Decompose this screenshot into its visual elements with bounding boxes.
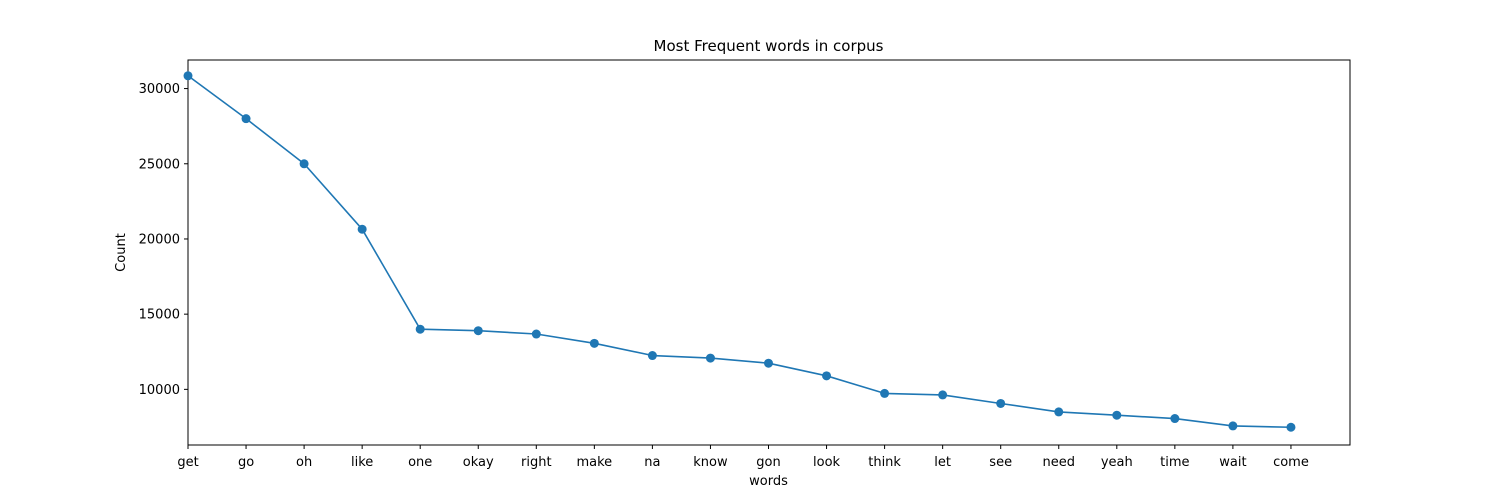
y-tick-label: 25000 [139, 157, 180, 172]
y-tick-label: 10000 [139, 383, 180, 398]
x-axis: get go oh like one okay right make na know gon look… [177, 445, 1309, 470]
data-point [415, 324, 425, 334]
x-axis-label: words [749, 474, 788, 489]
x-tick-label: know [693, 455, 728, 470]
y-tick-label: 15000 [139, 308, 180, 323]
series-line [187, 75, 1291, 429]
data-point [880, 388, 890, 398]
plot-area [187, 59, 1351, 446]
x-tick-label: see [989, 455, 1012, 470]
data-point [589, 338, 599, 348]
x-tick-label: right [521, 455, 552, 470]
y-axis: 10000 15000 20000 25000 30000 [139, 82, 188, 398]
data-point [531, 329, 541, 339]
chart-title: Most Frequent words in corpus [654, 37, 884, 55]
x-tick-label: go [238, 455, 254, 470]
data-point [822, 371, 832, 381]
data-point [764, 358, 773, 368]
x-tick-label: think [868, 455, 901, 470]
x-tick-label: oh [296, 455, 312, 470]
data-point [996, 398, 1006, 408]
data-point [1054, 407, 1064, 417]
x-tick-label: need [1043, 455, 1076, 470]
y-tick-label: 30000 [139, 82, 180, 97]
data-point [647, 351, 657, 361]
data-point [705, 353, 715, 363]
x-tick-label: like [351, 455, 373, 470]
data-point [183, 71, 193, 81]
x-tick-label: come [1273, 455, 1309, 470]
data-point [473, 326, 483, 336]
x-tick-label: time [1160, 455, 1189, 470]
x-tick-label: let [934, 455, 951, 470]
y-tick-label: 20000 [139, 232, 180, 247]
x-tick-label: one [408, 455, 432, 470]
data-point [1170, 414, 1180, 424]
x-tick-label: look [813, 455, 841, 470]
data-point [241, 114, 251, 124]
series-count [183, 71, 1296, 432]
x-tick-label: get [177, 455, 198, 470]
data-point [357, 224, 367, 234]
data-point [299, 159, 309, 169]
x-tick-label: make [576, 455, 612, 470]
data-point [1228, 421, 1238, 431]
x-tick-label: wait [1219, 455, 1246, 470]
x-tick-label: okay [463, 455, 494, 470]
data-point [1286, 422, 1296, 432]
x-tick-label: na [644, 455, 660, 470]
x-tick-label: yeah [1101, 455, 1133, 470]
data-point [1112, 410, 1122, 420]
y-axis-label: Count [114, 233, 129, 272]
data-point [938, 390, 948, 400]
x-tick-label: gon [756, 455, 780, 470]
